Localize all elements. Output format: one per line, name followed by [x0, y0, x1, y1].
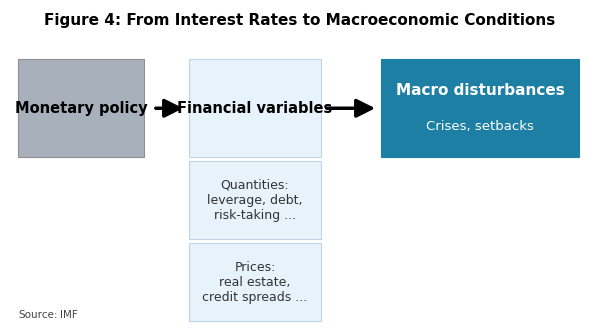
- Text: Monetary policy: Monetary policy: [14, 101, 148, 116]
- Text: Crises, setbacks: Crises, setbacks: [426, 120, 534, 133]
- Text: Prices:
real estate,
credit spreads ...: Prices: real estate, credit spreads ...: [202, 260, 308, 304]
- FancyBboxPatch shape: [189, 161, 321, 239]
- Text: Financial variables: Financial variables: [178, 101, 332, 116]
- FancyBboxPatch shape: [189, 59, 321, 157]
- FancyBboxPatch shape: [189, 243, 321, 321]
- FancyBboxPatch shape: [18, 59, 144, 157]
- Text: Quantities:
leverage, debt,
risk-taking ...: Quantities: leverage, debt, risk-taking …: [207, 178, 303, 222]
- FancyBboxPatch shape: [381, 59, 579, 157]
- Text: Macro disturbances: Macro disturbances: [395, 83, 565, 98]
- Text: Source:: Source:: [18, 310, 58, 320]
- Text: IMF: IMF: [60, 310, 78, 320]
- Text: Figure 4: From Interest Rates to Macroeconomic Conditions: Figure 4: From Interest Rates to Macroec…: [44, 13, 556, 28]
